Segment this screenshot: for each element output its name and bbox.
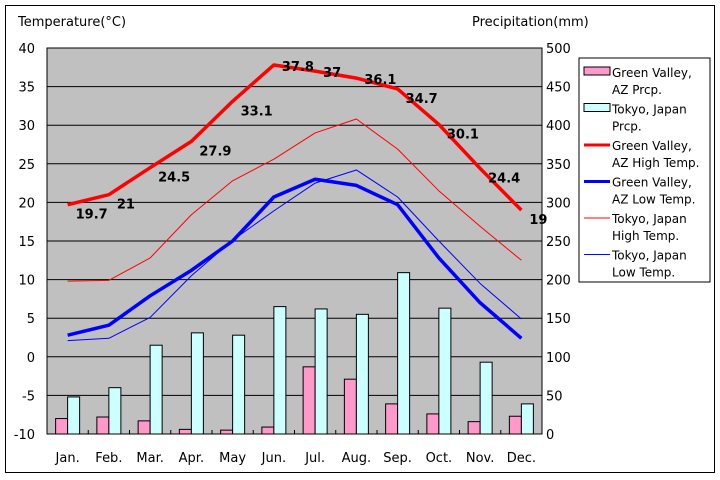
data-label: 27.9	[199, 144, 231, 159]
right-axis-title: Precipitation(mm)	[472, 15, 589, 30]
x-tick-label: Sep.	[383, 451, 412, 466]
precip-bar	[343, 378, 357, 435]
precip-bar	[178, 428, 192, 435]
legend-label: Tokyo, Japan	[611, 103, 687, 117]
precip-bar	[55, 418, 69, 435]
legend-swatch	[583, 103, 611, 112]
x-tick-label: Jan.	[55, 451, 80, 466]
right-tick-label: 100	[546, 351, 571, 366]
precip-bar	[467, 421, 481, 435]
precip-bar	[355, 313, 369, 435]
left-tick-label: 5	[27, 312, 35, 327]
x-tick-label: Aug.	[342, 451, 372, 466]
x-tick-label: Mar.	[136, 451, 163, 466]
legend-label: AZ High Temp.	[612, 156, 699, 170]
legend-label: Tokyo, Japan	[611, 212, 687, 226]
right-tick-label: 500	[546, 42, 571, 57]
legend-label: Green Valley,	[612, 139, 692, 153]
left-tick-label: 25	[18, 158, 35, 173]
left-tick-label: 15	[18, 235, 35, 250]
legend-box	[578, 57, 711, 283]
right-tick-label: 300	[546, 196, 571, 211]
right-tick-label: 350	[546, 158, 571, 173]
precip-bar	[397, 272, 411, 435]
x-tick-label: Jul.	[304, 451, 325, 466]
x-tick-label: Jun.	[261, 451, 286, 466]
x-tick-label: Feb.	[95, 451, 122, 466]
x-tick-label: Nov.	[466, 451, 495, 466]
legend-label: AZ Prcp.	[612, 83, 662, 97]
temp-line	[67, 63, 523, 212]
legend-label: High Temp.	[612, 229, 679, 243]
right-tick-label: 400	[546, 119, 571, 134]
left-tick-label: 20	[18, 196, 35, 211]
legend-label: Prcp.	[612, 120, 642, 134]
legend-label: Green Valley,	[612, 176, 692, 190]
precip-bar	[190, 332, 204, 435]
data-label: 24.4	[488, 171, 520, 186]
right-tick-label: 0	[546, 428, 554, 443]
right-tick-label: 250	[546, 235, 571, 250]
precip-bar	[508, 415, 522, 435]
temp-line	[67, 177, 523, 340]
left-tick-label: -10	[14, 428, 35, 443]
precip-bar	[232, 334, 246, 435]
legend-label: Tokyo, Japan	[611, 249, 687, 263]
left-tick-label: 30	[18, 119, 35, 134]
precip-bar	[96, 416, 110, 435]
left-tick-label: 10	[18, 274, 35, 289]
data-label: 30.1	[447, 127, 479, 142]
left-tick-label: 40	[18, 42, 35, 57]
x-tick-label: May	[219, 451, 246, 466]
precip-bar	[108, 387, 122, 435]
temp-line	[67, 169, 522, 342]
data-label: 19	[529, 213, 547, 228]
precip-bar	[137, 420, 151, 435]
data-label: 21	[117, 198, 135, 213]
left-tick-label: 0	[27, 351, 35, 366]
right-tick-label: 450	[546, 81, 571, 96]
left-tick-label: 35	[18, 81, 35, 96]
temp-line	[67, 118, 522, 282]
data-label: 36.1	[364, 73, 396, 88]
precip-bar	[67, 396, 81, 435]
x-tick-label: Apr.	[179, 451, 204, 466]
precip-bar	[479, 361, 493, 435]
right-tick-label: 150	[546, 312, 571, 327]
right-tick-label: 200	[546, 274, 571, 289]
x-tick-label: Dec.	[507, 451, 536, 466]
precip-bar	[302, 366, 316, 435]
data-label: 33.1	[241, 104, 273, 119]
right-tick-label: 50	[546, 389, 563, 404]
precip-bar	[438, 307, 452, 435]
precip-bar	[520, 403, 534, 435]
data-label: 37	[323, 66, 341, 81]
precip-bar	[149, 344, 163, 435]
left-tick-label: -5	[22, 389, 35, 404]
precip-bar	[261, 426, 275, 435]
legend-label: AZ Low Temp.	[612, 193, 695, 207]
data-label: 19.7	[76, 208, 108, 223]
data-label: 37.8	[282, 60, 314, 75]
legend-swatch	[583, 66, 611, 76]
precip-bar	[273, 306, 287, 435]
precip-bar	[426, 413, 440, 435]
data-label: 34.7	[406, 92, 438, 107]
plot-area: -10-505101520253035400501001502002503003…	[14, 42, 571, 466]
precip-bar	[314, 308, 328, 435]
legend-label: Low Temp.	[612, 266, 675, 280]
precip-bar	[220, 429, 234, 435]
x-tick-label: Oct.	[426, 451, 453, 466]
legend: Green Valley, AZ Prcp. Tokyo, Japan Prcp. Gr…	[578, 57, 711, 283]
data-label: 24.5	[158, 171, 190, 186]
left-axis-title: Temperature(°C)	[17, 15, 126, 30]
legend-label: Green Valley,	[612, 66, 692, 80]
precip-bar	[385, 403, 399, 435]
